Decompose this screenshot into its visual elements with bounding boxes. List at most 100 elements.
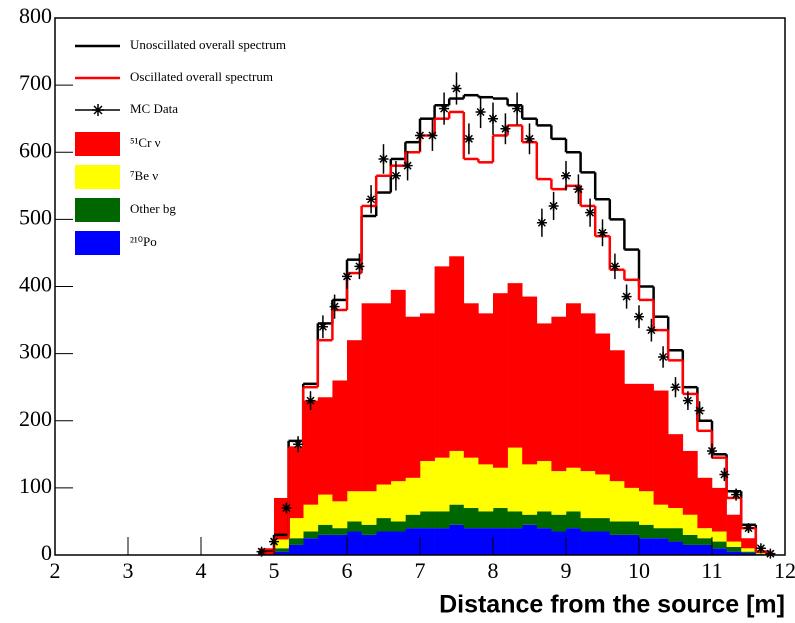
plot-area xyxy=(256,72,776,559)
bar-segment xyxy=(697,477,713,529)
bar-segment xyxy=(522,464,538,515)
bar-segment xyxy=(682,514,698,535)
bar-segment xyxy=(303,504,319,532)
bar-segment xyxy=(274,538,289,549)
y-tick-label: 400 xyxy=(19,272,52,297)
bar-segment xyxy=(434,528,450,555)
bar-segment xyxy=(259,548,275,552)
data-point xyxy=(500,123,511,134)
bar-segment xyxy=(463,528,479,555)
y-tick-label: 200 xyxy=(19,406,52,431)
bar-segment xyxy=(390,531,406,555)
bar-segment xyxy=(493,467,508,509)
x-tick-label: 2 xyxy=(50,558,61,583)
bar-segment xyxy=(332,501,348,529)
bar-segment xyxy=(303,538,319,555)
bar-segment xyxy=(566,528,581,555)
bar-segment xyxy=(712,548,727,555)
data-point xyxy=(548,200,559,211)
bar-segment xyxy=(595,474,611,519)
bar-segment xyxy=(697,528,713,539)
data-point xyxy=(670,382,681,393)
bar-segment xyxy=(507,511,523,529)
data-point xyxy=(597,227,608,238)
legend-swatch xyxy=(75,198,120,222)
bar-segment xyxy=(668,434,684,509)
bar-segment xyxy=(317,534,333,555)
data-point xyxy=(415,130,425,141)
bar-segment xyxy=(420,313,435,462)
data-point xyxy=(719,469,730,480)
bar-segment xyxy=(478,313,494,465)
bar-segment xyxy=(624,487,640,522)
bar-segment xyxy=(595,518,611,532)
bar-segment xyxy=(376,518,392,532)
data-point xyxy=(475,106,486,117)
data-point xyxy=(682,395,693,406)
x-tick-label: 5 xyxy=(269,558,280,583)
bar-segment xyxy=(712,487,727,532)
bar-segment xyxy=(493,508,508,529)
bar-segment xyxy=(726,541,742,547)
data-point xyxy=(354,261,365,272)
bar-segment xyxy=(507,283,523,448)
y-tick-label: 0 xyxy=(41,540,52,565)
bar-segment xyxy=(317,524,333,535)
bar-segment xyxy=(288,447,304,519)
data-point xyxy=(366,194,377,205)
bar-segment xyxy=(347,521,362,532)
bar-segment xyxy=(449,504,465,525)
bar-segment xyxy=(566,467,581,512)
bar-segment xyxy=(536,461,552,512)
y-tick-label: 600 xyxy=(19,137,52,162)
bar-segment xyxy=(536,323,552,462)
bar-segment xyxy=(478,511,494,529)
bar-segment xyxy=(303,400,319,505)
bar-segment xyxy=(653,528,669,539)
bar-segment xyxy=(536,528,552,555)
bar-segment xyxy=(755,553,771,555)
bar-segment xyxy=(493,293,508,468)
x-tick-label: 12 xyxy=(774,558,795,583)
legend-swatch xyxy=(92,104,104,116)
bar-segment xyxy=(551,471,567,515)
bar-segment xyxy=(668,508,684,529)
bar-segment xyxy=(639,538,654,555)
bar-segment xyxy=(332,528,348,535)
bar-segment xyxy=(741,548,757,552)
data-point xyxy=(451,83,462,94)
bar-segment xyxy=(347,340,362,492)
data-point xyxy=(402,160,413,171)
bar-segment xyxy=(536,511,552,529)
bar-segment xyxy=(507,447,523,512)
bar-segment xyxy=(653,390,669,505)
x-tick-label: 3 xyxy=(123,558,134,583)
bar-segment xyxy=(434,511,450,529)
bar-segment xyxy=(420,528,435,555)
bar-segment xyxy=(361,303,377,492)
bar-segment xyxy=(288,544,304,555)
data-point xyxy=(585,207,596,218)
x-tick-label: 11 xyxy=(701,558,722,583)
data-point xyxy=(390,170,401,181)
x-tick-label: 9 xyxy=(561,558,572,583)
data-point xyxy=(427,130,438,141)
bar-segment xyxy=(288,518,304,539)
y-tick-label: 700 xyxy=(19,70,52,95)
x-tick-label: 7 xyxy=(415,558,426,583)
bar-segment xyxy=(463,508,479,529)
legend-label: MC Data xyxy=(130,101,178,116)
bar-segment xyxy=(682,534,698,545)
x-tick-label: 6 xyxy=(342,558,353,583)
legend-label: ⁵¹Cr ν xyxy=(130,135,161,150)
data-point xyxy=(755,543,766,554)
bar-segment xyxy=(347,491,362,522)
bar-segment xyxy=(522,296,538,465)
data-point xyxy=(439,103,450,114)
bar-segment xyxy=(376,531,392,555)
data-point xyxy=(256,546,267,557)
bar-segment xyxy=(434,457,450,512)
bar-segment xyxy=(755,552,771,554)
bar-segment xyxy=(580,313,596,472)
data-point xyxy=(765,548,776,559)
